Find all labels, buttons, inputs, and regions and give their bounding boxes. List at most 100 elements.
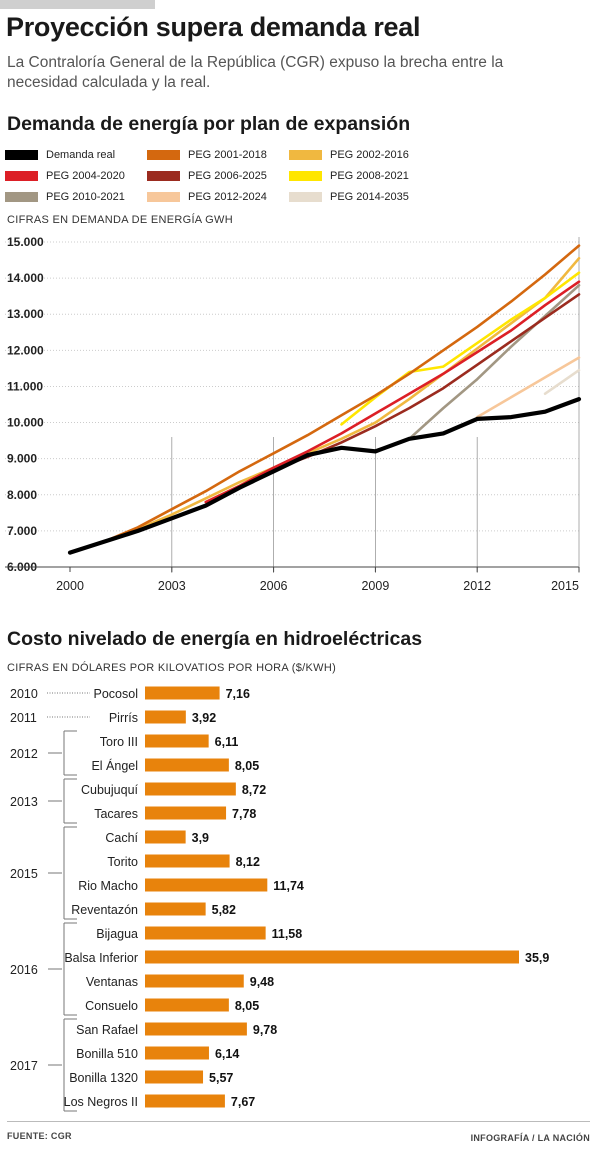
bar-value-label: 7,78	[232, 807, 256, 821]
legend-swatch	[147, 171, 180, 181]
legend-swatch	[5, 192, 38, 202]
group-year-label: 2016	[10, 963, 38, 977]
legend-label: PEG 2001-2018	[188, 149, 267, 161]
group-year-label: 2015	[10, 867, 38, 881]
bar-value-label: 8,72	[242, 783, 266, 797]
x-tick-label: 2015	[551, 579, 579, 593]
bar	[145, 854, 230, 868]
bar-value-label: 3,9	[192, 831, 209, 845]
legend-label: PEG 2006-2025	[188, 170, 267, 182]
bar-category-label: San Rafael	[76, 1023, 138, 1037]
line-chart-title: Demanda de energía por plan de expansión	[7, 113, 411, 135]
line-chart-legend: Demanda real PEG 2001-2018 PEG 2002-2016…	[5, 148, 595, 210]
bar-category-label: Tacares	[94, 807, 138, 821]
bar	[145, 926, 266, 940]
bar-category-label: Balsa Inferior	[64, 951, 138, 965]
bar-category-label: Reventazón	[71, 903, 138, 917]
legend-swatch	[289, 192, 322, 202]
header-accent-bar	[0, 0, 155, 9]
bar-value-label: 5,82	[212, 903, 236, 917]
x-tick-label: 2006	[260, 579, 288, 593]
bar	[145, 830, 186, 844]
legend-label: PEG 2004-2020	[46, 170, 125, 182]
bar-value-label: 5,57	[209, 1071, 233, 1085]
bar-value-label: 6,11	[215, 735, 239, 749]
bar-value-label: 8,05	[235, 999, 259, 1013]
group-year-label: 2012	[10, 747, 38, 761]
y-tick-label: 13.000	[7, 307, 44, 321]
legend-label: PEG 2010-2021	[46, 191, 125, 203]
bar-chart: Pocosol 7,16 Pirrís 3,92 Toro III 6,11 El Ánge…	[10, 686, 549, 1112]
group-year-label: 2017	[10, 1059, 38, 1073]
group-year-label: 2011	[10, 711, 37, 725]
bar	[145, 950, 519, 964]
bar-category-label: Toro III	[100, 735, 138, 749]
bar	[145, 710, 186, 724]
legend-label: PEG 2012-2024	[188, 191, 267, 203]
legend-label: PEG 2002-2016	[330, 149, 409, 161]
x-tick-label: 2003	[158, 579, 186, 593]
y-tick-label: 8.000	[7, 488, 37, 502]
y-tick-label: 15.000	[7, 235, 44, 249]
page-subtitle: La Contraloría General de la República (…	[7, 54, 504, 91]
bar-category-label: Ventanas	[86, 975, 138, 989]
bar	[145, 758, 229, 772]
bar-value-label: 11,74	[273, 879, 304, 893]
legend-swatch	[5, 171, 38, 181]
series-line-peg-2014-2035	[543, 368, 581, 395]
legend-label: PEG 2008-2021	[330, 170, 409, 182]
legend-swatch	[289, 171, 322, 181]
bar-category-label: Bonilla 510	[76, 1047, 138, 1061]
series-line-peg-2008-2021	[340, 271, 581, 426]
legend-swatch	[147, 192, 180, 202]
bar	[145, 902, 206, 916]
series-line-peg-2004-2020	[204, 280, 581, 504]
bar-value-label: 6,14	[215, 1047, 239, 1061]
bar-category-label: Consuelo	[85, 999, 138, 1013]
bar-value-label: 8,12	[236, 855, 260, 869]
page-title: Proyección supera demanda real	[6, 12, 421, 42]
bar-category-label: Cachí	[105, 831, 138, 845]
series-line-peg-2010-2021	[407, 283, 581, 441]
bar	[145, 734, 209, 748]
x-tick-label: 2009	[361, 579, 389, 593]
legend-label: Demanda real	[46, 149, 116, 161]
bar	[145, 782, 236, 796]
bar-chart-unit-note: CIFRAS EN DÓLARES POR KILOVATIOS POR HOR…	[7, 662, 337, 674]
bar-value-label: 9,48	[250, 975, 274, 989]
bar	[145, 1094, 225, 1108]
bar-value-label: 8,05	[235, 759, 259, 773]
bar	[145, 1022, 247, 1036]
bar-category-label: Torito	[107, 855, 138, 869]
bar-value-label: 7,67	[231, 1095, 255, 1109]
line-chart: 6.0007.0008.0009.00010.00011.00012.00013…	[5, 235, 582, 593]
footer-divider	[7, 1121, 590, 1122]
bar-value-label: 35,9	[525, 951, 549, 965]
bar-category-label: El Ángel	[91, 758, 138, 773]
group-year-label: 2010	[10, 687, 38, 701]
legend-swatch	[5, 150, 38, 160]
bar-category-label: Pirrís	[109, 711, 138, 725]
y-tick-label: 9.000	[7, 452, 37, 466]
bar-value-label: 11,58	[272, 927, 303, 941]
bar-category-label: Bijagua	[96, 927, 138, 941]
bar	[145, 878, 268, 892]
series-line-demanda-real	[67, 397, 582, 555]
bar-category-label: Los Negros II	[64, 1095, 138, 1109]
y-tick-label: 10.000	[7, 416, 44, 430]
bar	[145, 1070, 204, 1084]
credit-note: INFOGRAFÍA / LA NACIÓN	[470, 1133, 590, 1143]
source-note: FUENTE: CGR	[7, 1131, 72, 1141]
bar-category-label: Bonilla 1320	[69, 1071, 138, 1085]
line-chart-unit-note: CIFRAS EN DEMANDA DE ENERGÍA GWH	[7, 214, 233, 226]
legend-swatch	[147, 150, 180, 160]
bar-value-label: 3,92	[192, 711, 216, 725]
x-tick-label: 2000	[56, 579, 84, 593]
y-tick-label: 12.000	[7, 343, 44, 357]
bar	[145, 974, 244, 988]
bar-category-label: Pocosol	[94, 687, 138, 701]
legend-swatch	[289, 150, 322, 160]
bar	[145, 1046, 209, 1060]
bar-chart-title: Costo nivelado de energía en hidroeléctr…	[7, 628, 423, 650]
y-tick-label: 14.000	[7, 271, 44, 285]
